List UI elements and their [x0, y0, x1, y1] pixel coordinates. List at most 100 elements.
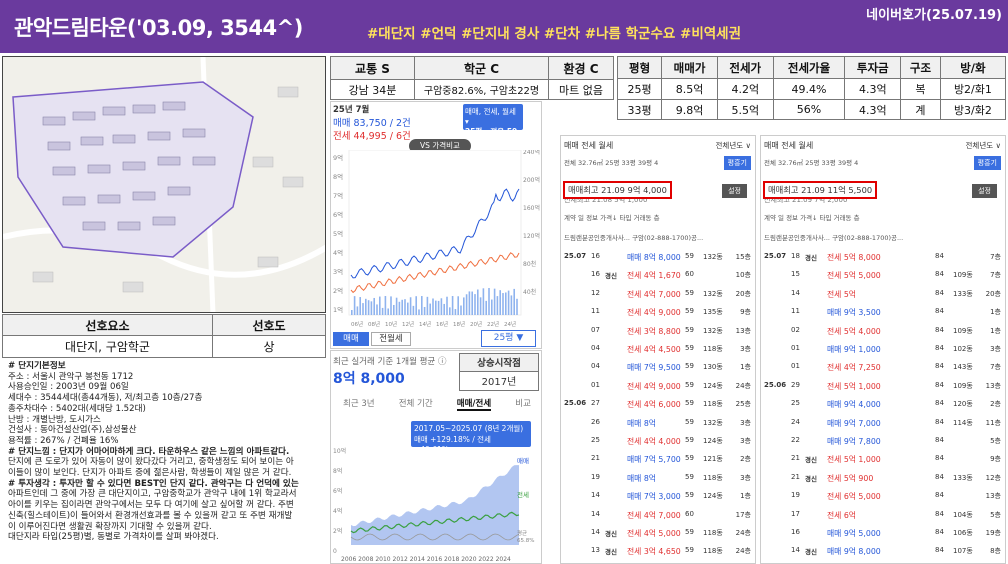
rise-value: 2017년 — [459, 370, 539, 392]
x-tick: 16년 — [436, 320, 448, 328]
chart-tab-sale[interactable]: 매매 — [333, 332, 369, 346]
row-floor: 13층 — [735, 326, 751, 335]
row-floor: 10층 — [735, 271, 751, 280]
size-select[interactable]: 25평 ▼ — [481, 330, 536, 347]
chart-sale-summary: 매매 83,750 / 2건 — [333, 118, 411, 129]
volume-bar — [418, 309, 420, 315]
list-type-tabs[interactable]: 매매 전세 월세 — [764, 141, 814, 150]
y-tick-left: 1억 — [333, 306, 343, 314]
compare-button[interactable]: 평흥기 — [973, 156, 1001, 170]
volume-bar — [365, 298, 367, 315]
complex-info: # 단지기본정보 주소 : 서울시 관악구 봉천동 1712 사용승인일 : 200… — [8, 361, 326, 543]
row-building: 106동 — [953, 529, 973, 537]
row-floor: 1층 — [990, 308, 1001, 317]
row-day: 25 — [791, 399, 800, 408]
price-head: 구조 — [900, 56, 941, 79]
row-floor: 13층 — [985, 492, 1001, 501]
row-price: 전세 5억 8,000 — [827, 253, 881, 262]
avg-label: 최근 실거래 기준 1개월 평균 ⓘ — [333, 357, 447, 367]
row-building: 135동 — [703, 308, 723, 317]
row-building: 109동 — [953, 381, 973, 390]
volume-bar — [471, 291, 473, 315]
x-tick: 12년 — [402, 320, 414, 328]
y-tick-left: 7억 — [333, 192, 343, 200]
row-day: 01 — [791, 344, 800, 352]
volume-bar — [465, 294, 468, 315]
row-building: 143동 — [953, 363, 973, 372]
row-building: 104동 — [953, 510, 973, 519]
row-floor: 3층 — [990, 345, 1001, 353]
row-type: 84 — [935, 380, 944, 389]
period-tab[interactable]: 전체 기간 — [398, 399, 433, 409]
price-cell: 4.3억 — [844, 78, 902, 100]
row-floor: 11층 — [985, 418, 1001, 427]
volume-bar — [426, 296, 429, 315]
volume-bar — [404, 299, 406, 315]
row-floor: 3층 — [740, 437, 751, 445]
settings-button[interactable]: 설정 — [722, 184, 747, 198]
info-line: 총주차대수 : 5402대(세대당 1.52대) — [8, 403, 146, 414]
row-day: 27 — [591, 399, 600, 408]
page-title: 관악드림타운('03.09, 3544^) — [14, 16, 303, 40]
row-building: 114동 — [953, 418, 973, 427]
jeonse-line — [350, 252, 520, 294]
size-tabs[interactable]: 전체 32.76㎡ 25평 33평 39평 4 — [764, 159, 859, 167]
row-price: 전세 4억 4,500 — [627, 345, 681, 354]
rise-note-period: 2017.05~2025.07 (8년 2개월) — [414, 424, 524, 433]
chart-filter-button[interactable]: 매매, 전세, 월세 ▾ 25평 · 전용 59㎡ — [463, 104, 523, 147]
volume-bar — [379, 296, 381, 315]
volume-bar — [423, 306, 426, 315]
y-tick: 8억 — [333, 467, 342, 475]
volume-bar — [367, 300, 370, 315]
year-select[interactable]: 전체년도 ∨ — [715, 141, 751, 150]
size-tabs[interactable]: 전체 32.76㎡ 25평 33평 39평 4 — [564, 159, 659, 167]
row-day: 16 — [591, 252, 600, 260]
list-type-tabs[interactable]: 매매 전세 월세 — [564, 141, 614, 150]
row-price: 매매 9억 3,500 — [827, 308, 881, 318]
period-tab[interactable]: 비교 — [515, 399, 531, 409]
row-flag: 경신 — [805, 456, 817, 465]
settings-button[interactable]: 설정 — [972, 184, 997, 198]
price-table: 평형 매매가 전세가 전세가율 투자금 구조 방/화 25평 8.5억 4.2억 49.4% 4.3… — [616, 56, 1007, 120]
pref-value-2: 상 — [212, 335, 326, 358]
transaction-list-25: 매매 전세 월세 전체년도 ∨ 전체 32.76㎡ 25평 33평 39평 4 평흥기… — [560, 135, 756, 564]
row-price: 전세 3억 8,800 — [627, 326, 681, 336]
chart-tab-jeonse[interactable]: 전월세 — [371, 332, 411, 346]
period-tabs: 최근 3년 전체 기간 매매/전세 비교 — [331, 397, 541, 411]
y-tick-right: 240억 — [523, 150, 540, 156]
agent-row: 드림랜분공인중개사사... 구암(02-888-1700)공... — [764, 234, 904, 242]
row-price: 전세 4억 7,000 — [627, 510, 681, 520]
row-floor: 2층 — [740, 455, 751, 464]
volume-bar — [373, 297, 375, 315]
period-tab[interactable]: 최근 3년 — [343, 399, 375, 409]
row-day: 16 — [591, 270, 600, 279]
compare-button[interactable]: 평흥기 — [723, 156, 751, 170]
row-floor: 15층 — [735, 253, 751, 261]
highest-jeonse-label: 전세최고 21.09 7억 2,000 — [764, 196, 848, 204]
row-price: 전세 5억 1,000 — [827, 381, 881, 391]
score-head-school: 학군 C — [414, 56, 549, 80]
row-day: 04 — [591, 344, 600, 352]
row-building: 132동 — [703, 326, 723, 335]
volume-bar — [359, 297, 361, 315]
info-line: 세대수 : 3544세대(총44개동), 저/최고층 10층/27층 — [8, 393, 203, 404]
volume-bar — [440, 298, 443, 315]
price-cell: 복 — [900, 78, 941, 100]
period-tab[interactable]: 매매/전세 — [456, 399, 492, 411]
volume-bar — [468, 291, 471, 315]
row-building: 120동 — [953, 400, 973, 409]
price-head: 전세가 — [716, 56, 774, 79]
row-price: 매매 7억 5,700 — [627, 455, 681, 465]
row-building: 133동 — [953, 289, 973, 298]
year-select[interactable]: 전체년도 ∨ — [965, 141, 1001, 150]
row-type: 59 — [685, 491, 694, 500]
info-line: 이 이루어진다면 생활권 확장까지 기대할 수 있을꺼 같다. — [8, 521, 212, 532]
row-price: 전세 5억 5,000 — [827, 271, 881, 281]
row-building: 109동 — [953, 326, 973, 335]
volume-bar — [485, 300, 487, 315]
price-cell: 8.5억 — [661, 78, 718, 100]
row-floor: 7층 — [990, 271, 1001, 280]
volume-bar — [370, 301, 373, 315]
row-day: 19 — [591, 472, 600, 481]
row-day: 21 — [591, 454, 600, 463]
